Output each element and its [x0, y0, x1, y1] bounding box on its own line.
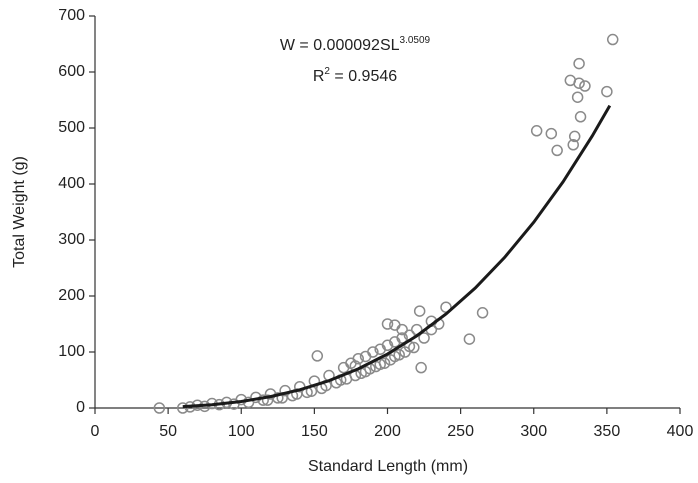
x-tick-label: 400	[667, 423, 694, 440]
y-tick-label: 400	[58, 175, 85, 192]
x-axis-label: Standard Length (mm)	[308, 458, 468, 475]
data-point	[408, 341, 420, 354]
equation-text: W = 0.000092SL	[280, 37, 400, 54]
y-tick-label: 600	[58, 63, 85, 80]
x-tick-label: 50	[159, 423, 177, 440]
r-squared-exponent: 2	[324, 66, 330, 77]
x-tick-label: 300	[520, 423, 547, 440]
y-tick-label: 100	[58, 343, 85, 360]
data-point	[545, 127, 558, 140]
data-point	[396, 323, 408, 336]
x-tick-label: 0	[91, 423, 100, 440]
data-point	[311, 350, 324, 362]
x-tick-label: 100	[228, 423, 255, 440]
data-point	[153, 402, 166, 414]
r-squared: R2 = 0.9546	[313, 66, 397, 86]
data-point	[415, 361, 427, 374]
data-point	[530, 125, 543, 137]
data-point	[463, 333, 476, 345]
y-axis-label: Total Weight (g)	[11, 156, 28, 268]
data-point	[261, 394, 274, 406]
r-squared-text: R	[313, 68, 325, 85]
data-point	[381, 318, 394, 330]
y-tick-label: 500	[58, 119, 85, 136]
y-tick-label: 0	[76, 399, 85, 416]
y-tick-label: 300	[58, 231, 85, 248]
equation: W = 0.000092SL3.0509	[280, 35, 431, 55]
data-point	[177, 402, 189, 414]
data-point	[337, 361, 350, 374]
data-point	[476, 307, 489, 319]
data-point	[567, 139, 579, 151]
data-point	[418, 332, 430, 344]
data-point	[579, 80, 591, 92]
data-point	[378, 357, 391, 369]
x-tick-label: 150	[301, 423, 328, 440]
x-tick-label: 350	[594, 423, 621, 440]
data-point	[367, 346, 379, 358]
r-squared-value: = 0.9546	[330, 68, 397, 85]
x-tick-label: 250	[447, 423, 474, 440]
data-point	[389, 319, 401, 331]
data-point	[571, 91, 584, 103]
y-tick-label: 700	[58, 7, 85, 24]
y-tick-label: 200	[58, 287, 85, 304]
data-point	[606, 33, 619, 46]
data-point	[413, 305, 426, 317]
data-point	[601, 85, 613, 98]
data-point	[574, 111, 587, 123]
data-point	[389, 350, 401, 363]
data-point	[381, 339, 394, 352]
trend-line	[182, 104, 612, 409]
equation-exponent: 3.0509	[400, 35, 431, 46]
data-point	[396, 332, 408, 344]
data-point	[573, 57, 585, 70]
data-point	[573, 77, 585, 89]
data-point	[568, 130, 581, 143]
data-point	[551, 144, 563, 157]
x-tick-label: 200	[374, 423, 401, 440]
data-point	[352, 352, 364, 365]
